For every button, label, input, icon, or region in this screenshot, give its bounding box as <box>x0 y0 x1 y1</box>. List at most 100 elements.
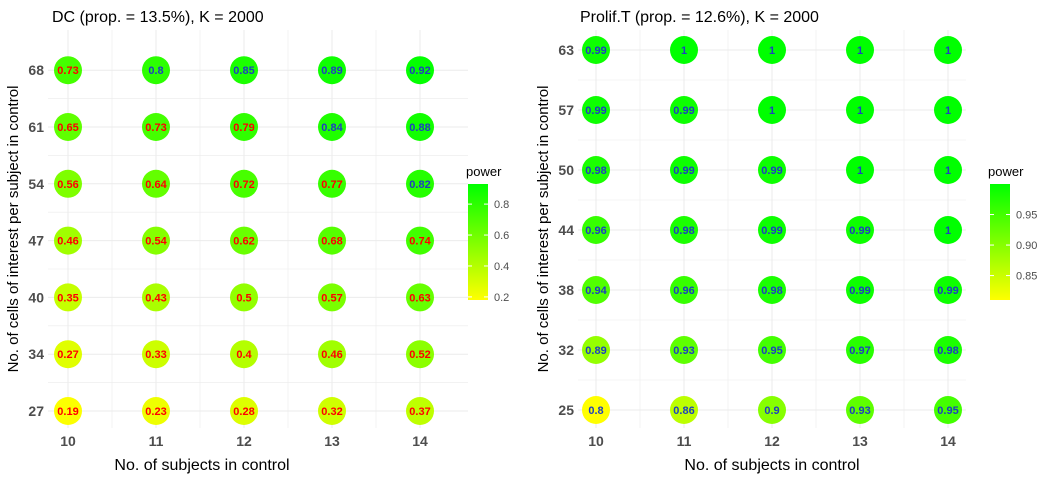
data-point <box>934 276 962 304</box>
data-point <box>582 336 610 364</box>
data-point <box>230 283 258 312</box>
data-label: 0.73 <box>57 65 78 77</box>
data-label: 0.92 <box>409 65 430 77</box>
x-tick-label: 14 <box>940 433 956 449</box>
data-label: 0.4 <box>236 349 252 361</box>
data-label: 0.5 <box>236 292 251 304</box>
data-label: 0.99 <box>849 225 870 237</box>
data-point <box>934 336 962 364</box>
grid <box>48 30 468 428</box>
data-label: 0.94 <box>585 285 607 297</box>
data-label: 0.37 <box>409 406 430 418</box>
data-point <box>758 396 786 424</box>
data-point <box>230 340 258 369</box>
data-label: 0.79 <box>233 122 254 134</box>
data-point <box>142 340 170 369</box>
data-point <box>670 216 698 244</box>
data-point <box>846 336 874 364</box>
data-label: 0.77 <box>321 179 342 191</box>
legend-tick-label: 0.2 <box>494 292 509 304</box>
data-points: 0.8 0.86 0.9 0.93 0.95 0.89 0.93 0.95 0.97 0.98 0.… <box>582 36 962 424</box>
data-point <box>406 283 434 312</box>
data-label: 0.72 <box>233 179 254 191</box>
data-point <box>406 340 434 369</box>
data-label: 0.43 <box>145 292 166 304</box>
y-axis-label: No. of cells of interest per subject in … <box>535 86 552 373</box>
data-label: 0.35 <box>57 292 78 304</box>
data-label: 0.99 <box>673 165 694 177</box>
data-point <box>54 397 82 425</box>
y-tick-label: 25 <box>558 402 574 418</box>
data-point <box>318 169 346 198</box>
data-point <box>54 226 82 255</box>
x-tick-label: 11 <box>149 433 164 449</box>
x-tick-label: 12 <box>236 433 252 449</box>
data-label: 0.65 <box>57 122 78 134</box>
data-label: 0.27 <box>57 349 78 361</box>
data-point <box>230 169 258 198</box>
data-label: 1 <box>681 45 687 57</box>
data-label: 0.56 <box>57 179 78 191</box>
data-point <box>230 397 258 425</box>
data-point <box>934 96 962 124</box>
data-point <box>230 56 258 85</box>
data-label: 0.99 <box>761 225 782 237</box>
data-point <box>846 396 874 424</box>
data-label: 0.89 <box>321 65 342 77</box>
data-label: 0.95 <box>937 405 958 417</box>
left-chart-panel: DC (prop. = 13.5%), K = 2000 0.19 0.23 0.28… <box>5 9 509 474</box>
chart-title: DC (prop. = 13.5%), K = 2000 <box>52 9 264 26</box>
data-point <box>846 156 874 184</box>
data-point <box>318 113 346 141</box>
data-point <box>670 96 698 124</box>
data-label: 1 <box>945 105 951 117</box>
data-point <box>582 396 610 424</box>
data-label: 0.82 <box>409 179 430 191</box>
data-label: 1 <box>945 225 951 237</box>
data-point <box>582 276 610 304</box>
legend-tick-label: 0.90 <box>1016 240 1037 252</box>
data-point <box>54 56 82 85</box>
data-label: 1 <box>857 45 863 57</box>
data-label: 0.99 <box>585 45 606 57</box>
y-tick-label: 63 <box>558 42 574 58</box>
y-tick-label: 54 <box>28 176 44 192</box>
y-tick-label: 34 <box>28 346 44 362</box>
data-label: 0.8 <box>148 65 163 77</box>
x-tick-label: 12 <box>764 433 780 449</box>
legend: power 0.85 0.90 0.95 <box>988 164 1037 300</box>
legend-tick-label: 0.8 <box>494 199 509 211</box>
data-point <box>142 56 170 85</box>
legend-tick-label: 0.95 <box>1016 210 1037 222</box>
data-label: 0.63 <box>409 292 430 304</box>
data-label: 0.74 <box>409 236 431 248</box>
data-label: 0.64 <box>145 179 167 191</box>
data-label: 0.96 <box>673 285 694 297</box>
data-label: 0.46 <box>57 236 78 248</box>
data-point <box>846 276 874 304</box>
x-tick-label: 10 <box>60 433 76 449</box>
data-point <box>318 397 346 425</box>
legend-tick-label: 0.85 <box>1016 271 1037 283</box>
data-label: 0.85 <box>233 65 254 77</box>
data-label: 0.52 <box>409 349 430 361</box>
data-label: 0.84 <box>321 122 343 134</box>
data-label: 0.62 <box>233 236 254 248</box>
data-point <box>934 156 962 184</box>
data-point <box>582 96 610 124</box>
data-label: 0.98 <box>585 165 606 177</box>
data-label: 1 <box>945 45 951 57</box>
data-point <box>142 397 170 425</box>
data-point <box>670 36 698 64</box>
x-tick-label: 11 <box>677 433 692 449</box>
data-point <box>142 113 170 141</box>
data-point <box>758 276 786 304</box>
data-label: 0.98 <box>937 345 958 357</box>
data-point <box>670 276 698 304</box>
data-label: 0.9 <box>764 405 779 417</box>
x-tick-label: 14 <box>412 433 428 449</box>
data-point <box>758 36 786 64</box>
legend-title: power <box>466 164 502 179</box>
